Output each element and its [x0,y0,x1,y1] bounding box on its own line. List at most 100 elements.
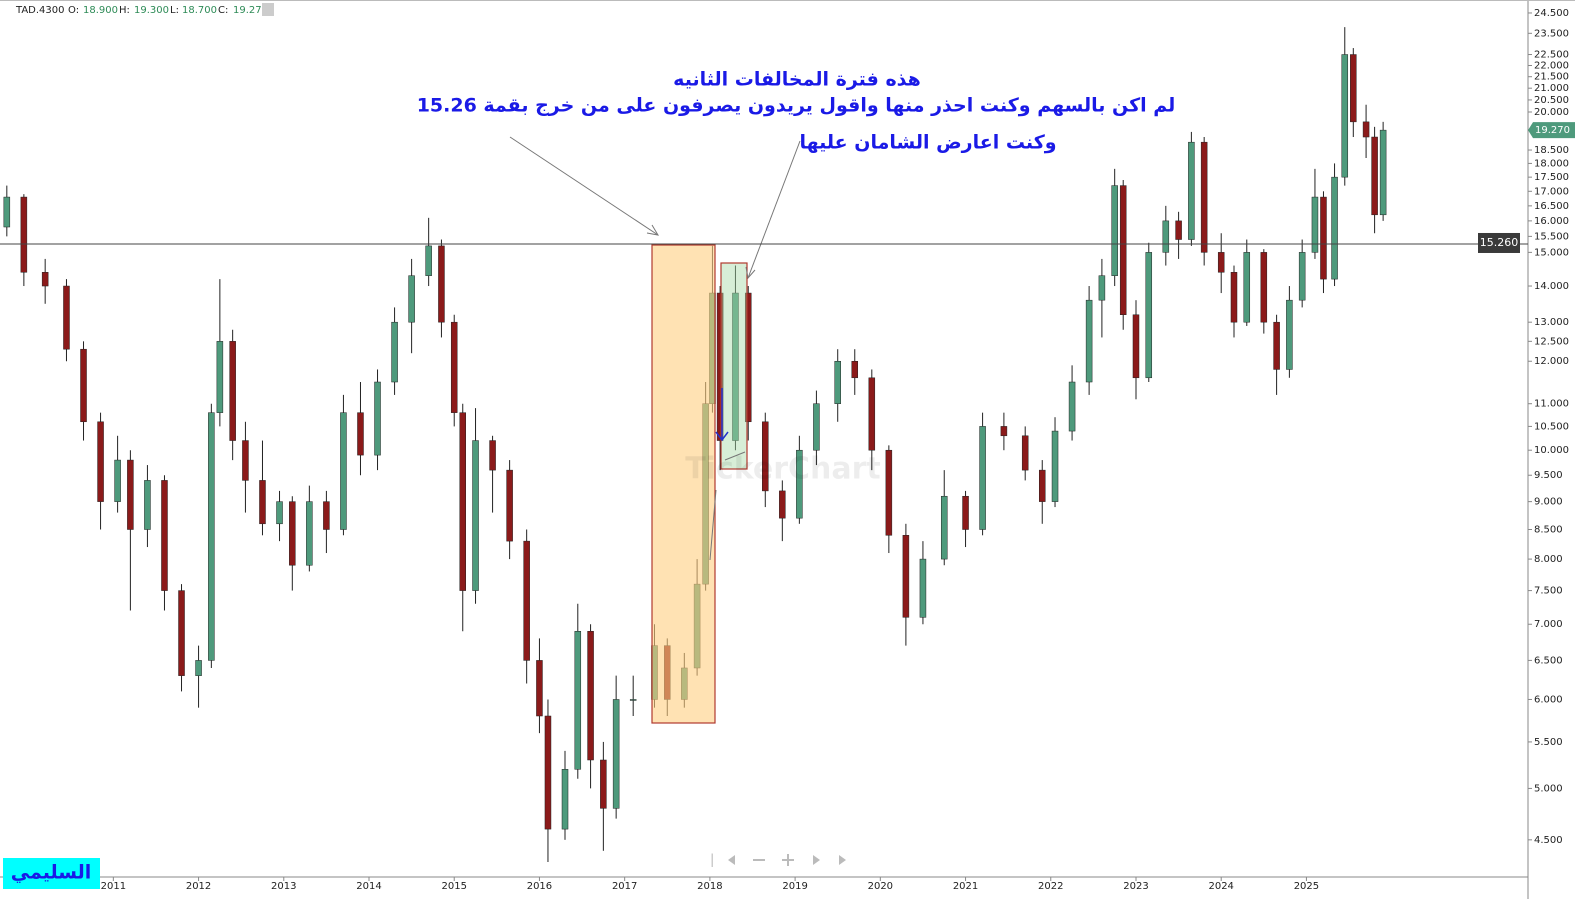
y-tick-label: 21.500 [1534,72,1569,83]
candle-body [1379,129,1387,216]
candle-body [20,196,28,273]
y-tick-label: 21.000 [1534,83,1569,94]
y-tick-label: 16.500 [1534,201,1569,212]
y-tick-label: 5.500 [1534,737,1563,748]
nav-end[interactable] [839,855,846,865]
arrow [747,140,801,279]
x-tick-label: 2020 [868,881,893,892]
candle-body [1175,220,1182,240]
arrow-head [715,431,729,442]
candle-body [1188,141,1195,240]
symbol: TAD.4300 [15,5,65,16]
plot [3,27,1387,863]
candle-body [1051,430,1059,502]
blue-arrow [715,388,729,442]
candle-body [1341,54,1349,178]
candle-body [391,321,398,383]
y-tick-label: 18.500 [1534,145,1569,156]
candle-body [161,480,168,591]
candle-body [1111,185,1118,276]
candle-body [144,480,151,530]
y-tick-label: 24.500 [1534,8,1569,19]
annotation: لم اكن بالسهم وكنت احذر منها واقول يريدو… [417,95,1176,117]
candle-body [1362,121,1370,138]
ohlc-value: 18.700 [182,5,217,16]
y-tick-label: 17.000 [1534,186,1569,197]
candle-body [868,377,876,451]
candle-body [902,535,910,618]
candle-body [1119,185,1127,315]
y-tick-label: 20.000 [1534,107,1569,118]
candle-body [1200,141,1208,253]
y-tick-label: 4.500 [1534,835,1563,846]
candle-body [612,699,620,809]
ohlc-value: 19.300 [134,5,169,16]
candle-body [506,469,513,542]
ohlc-value: 18.900 [83,5,118,16]
nav-zoom-out[interactable] [753,859,765,861]
candle-body [259,480,266,525]
candle-body [178,590,185,676]
candle-body [574,631,582,770]
nav-forward[interactable] [813,855,820,865]
candle-body [340,412,347,530]
nav-zoom-in[interactable] [787,854,789,866]
candle-body [979,426,986,530]
candle-body [587,631,594,761]
candle-body [716,292,724,441]
arrow-head [745,266,756,280]
candle-body [885,449,893,536]
candle-body [80,348,87,423]
y-tick-label: 10.000 [1534,445,1569,456]
x-tick-label: 2024 [1208,881,1233,892]
annotation: وكنت اعارض الشامان عليها [799,132,1056,154]
candle-body [3,196,11,228]
candle-body [1286,299,1293,370]
y-tick-label: 5.000 [1534,783,1563,794]
candle-body [1273,321,1280,370]
arrow [724,451,746,461]
y-tick-label: 12.500 [1534,336,1569,347]
candle-body [208,412,215,661]
annotation: هذه فترة المخالفات الثانيه [673,69,921,91]
candle-body [1350,54,1357,123]
candle-body [1038,469,1046,502]
arrow [709,489,717,561]
candle-body [523,540,530,661]
x-tick-label: 2011 [101,881,126,892]
candle-body [425,245,432,276]
candle-body [127,459,134,530]
candle-body [1371,136,1378,216]
candle-body [229,341,236,441]
candle-body [459,412,466,591]
candle-body [489,440,496,471]
menu-button[interactable] [262,3,274,16]
candle-body [1243,252,1251,323]
x-tick-label: 2014 [356,881,381,892]
y-tick-label: 23.500 [1534,28,1569,39]
candle-body [1132,314,1140,379]
candle-body [1320,196,1327,280]
x-tick-label: 2025 [1294,881,1319,892]
y-tick-label: 9.000 [1534,497,1563,508]
candle-body [1085,299,1093,383]
watermark: TickerChart [685,452,881,487]
y-tick-label: 8.500 [1534,525,1563,536]
author: السليمي [11,862,91,884]
y-tick-label: 15.000 [1534,247,1569,258]
y-tick-label: 14.000 [1534,281,1569,292]
candle-body [306,501,313,566]
x-tick-label: 2017 [612,881,637,892]
candle-body [629,699,637,701]
y-tick-label: 11.000 [1534,399,1569,410]
candle-body [600,759,607,809]
nav-back[interactable] [728,855,735,865]
x-tick-label: 2023 [1123,881,1148,892]
candle-body [1217,252,1225,273]
navigation[interactable]: | [710,853,846,868]
candle-body [536,660,543,717]
candle-body [289,501,296,566]
x-tick-label: 2018 [697,881,722,892]
candle-body [1068,381,1076,432]
